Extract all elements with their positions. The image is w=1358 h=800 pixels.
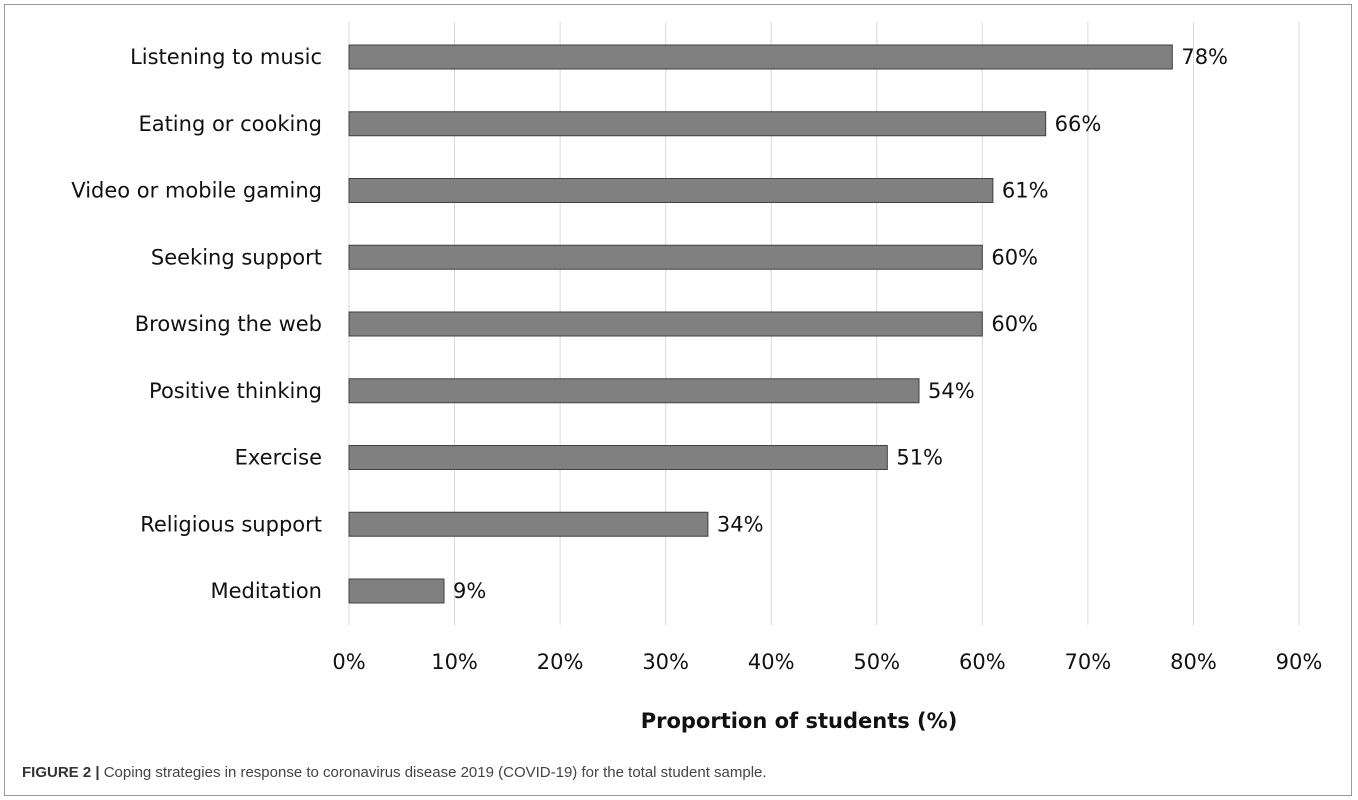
bar — [348, 111, 1047, 137]
category-label: Listening to music — [130, 45, 322, 69]
value-label: 54% — [928, 379, 975, 403]
bar — [348, 44, 1173, 70]
bars — [348, 44, 1173, 604]
bar — [348, 178, 994, 203]
category-label: Browsing the web — [135, 312, 322, 336]
category-label: Video or mobile gaming — [71, 179, 322, 203]
category-label: Seeking support — [151, 245, 322, 269]
bar — [348, 378, 920, 404]
caption-text: Coping strategies in response to coronav… — [99, 764, 767, 781]
x-tick-label: 40% — [748, 650, 795, 674]
caption-label: FIGURE 2 | — [22, 764, 100, 781]
value-label: 60% — [991, 245, 1038, 269]
x-tick-labels: 0% 10% 20% 30% 40% 50% 60% 70% 80% 90% — [332, 650, 1322, 674]
value-label: 60% — [991, 312, 1038, 336]
x-tick-label: 60% — [959, 650, 1006, 674]
value-label: 66% — [1055, 112, 1102, 136]
figure-caption: FIGURE 2 | Coping strategies in response… — [22, 764, 767, 781]
bar — [348, 244, 983, 270]
bar — [348, 578, 445, 604]
category-label: Eating or cooking — [138, 112, 322, 136]
value-label: 34% — [717, 512, 764, 536]
x-tick-label: 70% — [1065, 650, 1112, 674]
bar — [348, 511, 709, 537]
x-tick-label: 0% — [332, 650, 365, 674]
value-labels: 78% 66% 61% 60% 60% 54% 51% 34% 9% — [453, 45, 1228, 603]
category-label: Meditation — [210, 579, 322, 603]
category-labels: Listening to music Eating or cooking Video… — [71, 45, 322, 603]
x-tick-label: 80% — [1170, 650, 1217, 674]
bar — [348, 311, 983, 337]
bar-chart: Listening to music Eating or cooking Video… — [71, 22, 1322, 733]
bar — [348, 445, 888, 470]
value-label: 61% — [1002, 179, 1049, 203]
value-label: 51% — [896, 446, 943, 470]
value-label: 9% — [453, 579, 486, 603]
x-tick-label: 20% — [537, 650, 584, 674]
x-tick-label: 30% — [642, 650, 689, 674]
x-tick-label: 10% — [431, 650, 478, 674]
category-label: Positive thinking — [149, 379, 322, 403]
x-tick-label: 90% — [1276, 650, 1323, 674]
category-label: Religious support — [140, 512, 322, 536]
x-tick-label: 50% — [853, 650, 900, 674]
x-axis-title: Proportion of students (%) — [641, 709, 958, 733]
value-label: 78% — [1181, 45, 1228, 69]
category-label: Exercise — [235, 446, 322, 470]
